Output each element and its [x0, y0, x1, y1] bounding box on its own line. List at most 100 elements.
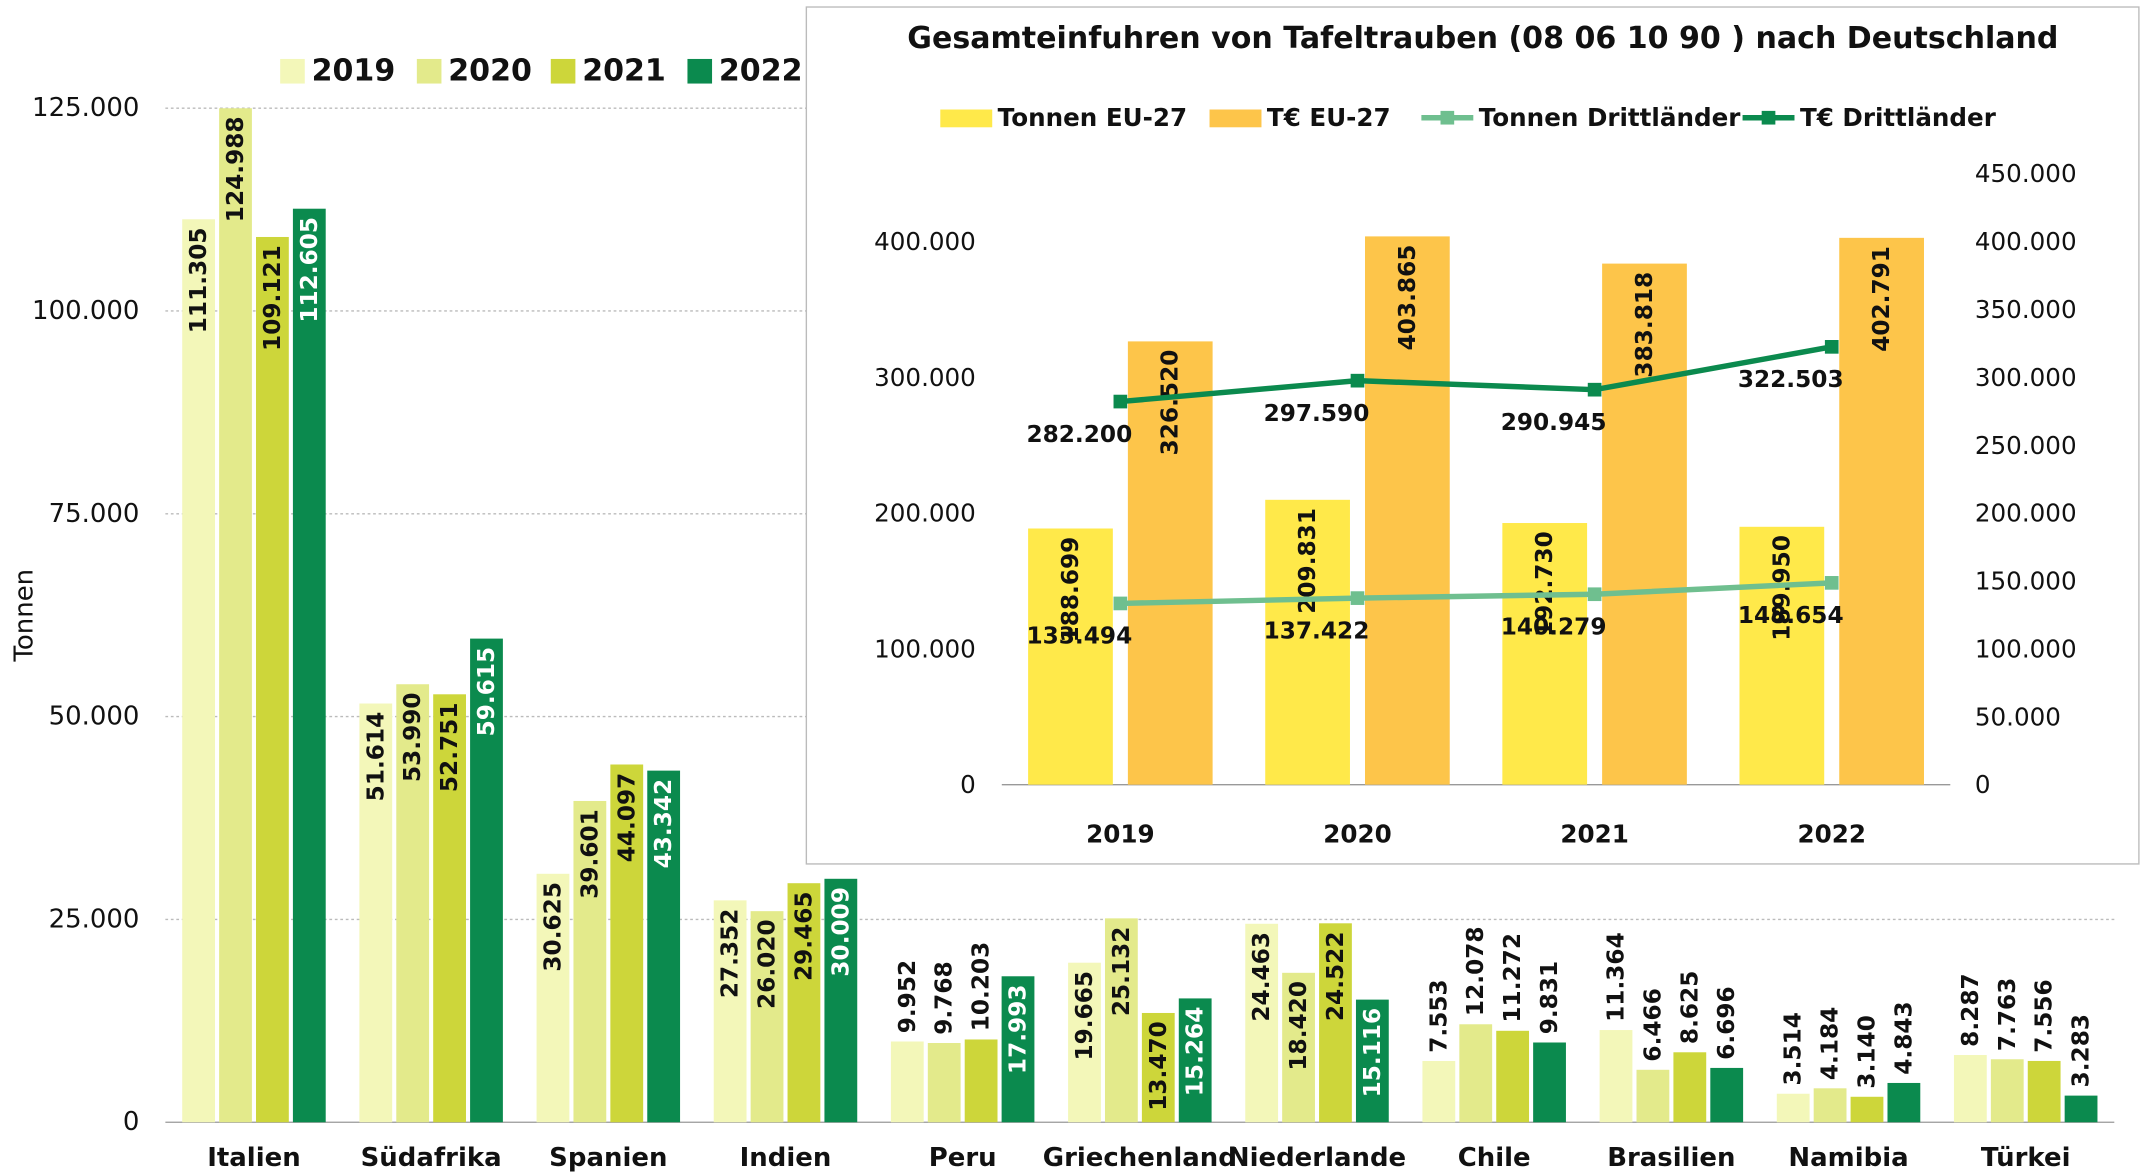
bar [1953, 1055, 1987, 1123]
data-label: 290.945 [1501, 409, 1607, 436]
data-label: 12.078 [1462, 926, 1489, 1016]
legend-swatch [687, 58, 713, 84]
bar [1459, 1024, 1493, 1123]
bar [1502, 523, 1588, 785]
y2-tick-label: 150.000 [1975, 567, 2077, 596]
y-axis-label: Tonnen [10, 569, 40, 663]
bar [256, 236, 289, 1123]
data-label: 282.200 [1026, 421, 1132, 448]
data-label: 7.763 [1994, 978, 2021, 1051]
y-tick-label: 100.000 [32, 296, 139, 326]
x-tick-label: 2020 [1323, 819, 1391, 848]
data-label: 112.605 [296, 217, 323, 323]
y-tick-label: 25.000 [49, 904, 140, 934]
bar [1001, 976, 1035, 1123]
data-label: 24.463 [1248, 932, 1275, 1022]
bar [1850, 1096, 1884, 1123]
bar [824, 878, 858, 1123]
line-marker [1824, 576, 1839, 590]
data-label: 124.988 [222, 116, 249, 222]
x-tick-label: 2021 [1560, 819, 1628, 848]
line [1120, 580, 1832, 607]
bar [1282, 972, 1315, 1123]
bar [1178, 998, 1212, 1123]
data-label: 322.503 [1738, 366, 1844, 393]
data-label: 402.791 [1868, 246, 1895, 352]
y-tick-label: 125.000 [32, 93, 139, 123]
legend-swatch-marker [1761, 110, 1776, 125]
bar [610, 764, 644, 1123]
data-label: 11.272 [1499, 933, 1526, 1023]
bar [292, 208, 326, 1123]
x-tick-label: 2022 [1798, 819, 1866, 848]
bar [1636, 1069, 1670, 1123]
data-label: 8.625 [1676, 971, 1703, 1044]
data-label: 148.654 [1738, 602, 1844, 629]
bar [1673, 1052, 1707, 1123]
legend-label: 2019 [312, 54, 396, 89]
y2-tick-label: 250.000 [1975, 431, 2077, 460]
bar [1710, 1067, 1744, 1123]
bar [927, 1043, 961, 1123]
y2-tick-label: 200.000 [1975, 499, 2077, 528]
x-tick-label: Südafrika [361, 1143, 502, 1173]
legend-label: 2021 [582, 54, 666, 89]
bar [573, 800, 607, 1123]
data-label: 3.283 [2068, 1014, 2095, 1087]
data-label: 8.287 [1957, 973, 1984, 1046]
data-label: 26.020 [754, 919, 781, 1009]
bar [1990, 1059, 2024, 1123]
bar [1127, 341, 1213, 785]
bar [182, 219, 216, 1123]
data-label: 52.751 [436, 702, 463, 792]
y2-tick-label: 350.000 [1975, 295, 2077, 324]
inset-frame [805, 6, 2140, 865]
y2-tick-label: 400.000 [1975, 227, 2077, 256]
data-label: 133.494 [1026, 623, 1132, 650]
bar [2027, 1060, 2061, 1123]
line-marker [1113, 394, 1128, 409]
legend-label: Tonnen Drittländer [1479, 103, 1741, 132]
line-marker [1350, 591, 1365, 605]
data-label: 30.625 [539, 882, 566, 972]
bar [713, 900, 747, 1123]
bar [1104, 918, 1138, 1123]
data-label: 15.116 [1359, 1008, 1386, 1098]
legend-label: T€ EU-27 [1267, 103, 1391, 132]
bar [433, 694, 466, 1123]
y2-tick-label: 300.000 [1975, 363, 2077, 392]
data-label: 9.831 [1536, 961, 1563, 1034]
data-label: 297.590 [1264, 400, 1370, 427]
line-marker [1350, 373, 1365, 388]
bar [964, 1039, 998, 1123]
data-label: 4.184 [1817, 1007, 1844, 1080]
x-tick-label: Namibia [1788, 1143, 1908, 1173]
data-label: 403.865 [1394, 245, 1421, 351]
legend-label: 2020 [448, 54, 532, 89]
bar [1028, 528, 1113, 785]
bar [1355, 999, 1389, 1123]
y-tick-label: 0 [960, 770, 976, 799]
line-marker [1824, 340, 1839, 354]
bar [1887, 1082, 1921, 1123]
data-label: 3.140 [1853, 1015, 1880, 1088]
legend-swatch [550, 58, 576, 84]
data-label: 24.522 [1322, 932, 1349, 1022]
bar [1245, 923, 1279, 1123]
data-label: 7.556 [2031, 979, 2058, 1052]
bar [1496, 1030, 1530, 1123]
bar [1599, 1030, 1633, 1123]
line-marker [1587, 382, 1602, 397]
legend-label: T€ Drittländer [1800, 103, 1997, 132]
x-tick-label: Niederlande [1228, 1143, 1406, 1173]
data-label: 15.264 [1182, 1007, 1209, 1097]
x-tick-label: Indien [740, 1143, 832, 1173]
y-tick-label: 400.000 [874, 227, 976, 256]
y2-tick-label: 100.000 [1975, 634, 2077, 663]
data-label: 51.614 [362, 712, 389, 802]
data-label: 326.520 [1157, 350, 1184, 456]
data-label: 188.699 [1057, 537, 1084, 643]
data-label: 25.132 [1108, 927, 1135, 1017]
y-tick-label: 75.000 [49, 499, 140, 529]
